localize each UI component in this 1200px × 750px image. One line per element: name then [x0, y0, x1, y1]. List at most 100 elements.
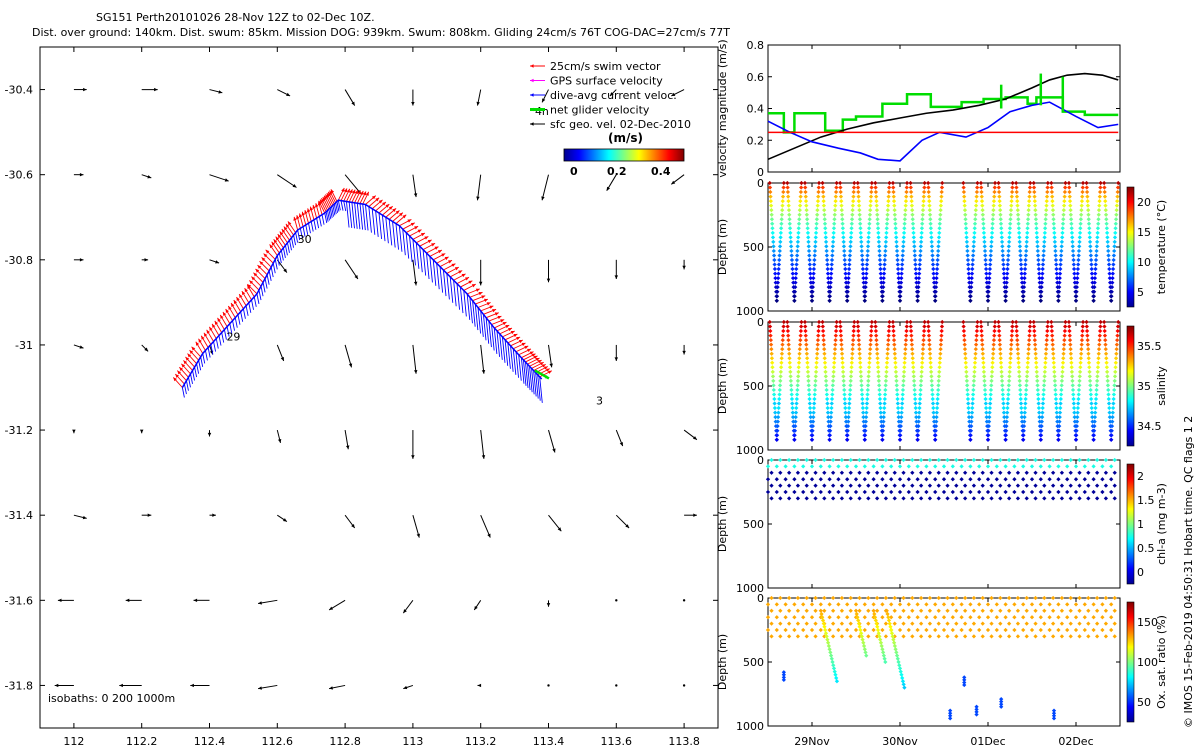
data-point — [774, 477, 779, 482]
data-point — [821, 342, 827, 347]
data-point — [997, 198, 1002, 204]
data-point — [1061, 351, 1066, 356]
dac-vector — [266, 274, 270, 285]
data-point — [1063, 319, 1068, 325]
data-point — [1087, 235, 1092, 240]
geo-arrow-head — [212, 513, 216, 517]
data-point — [1021, 477, 1026, 482]
data-point — [950, 464, 955, 469]
data-point — [804, 595, 809, 601]
data-point — [1003, 437, 1008, 442]
dac-vector — [308, 223, 311, 234]
data-point — [1026, 203, 1032, 208]
data-point — [883, 383, 888, 388]
data-point — [1026, 347, 1031, 352]
data-point — [981, 217, 986, 222]
data-point — [1110, 410, 1115, 415]
data-point — [1052, 369, 1057, 374]
data-point — [1102, 194, 1108, 199]
data-point — [933, 433, 938, 438]
geo-arrow-head — [147, 175, 152, 179]
data-point — [1107, 410, 1112, 415]
data-point — [971, 595, 977, 601]
data-point — [1057, 414, 1062, 420]
data-point — [1033, 496, 1038, 501]
data-point — [829, 410, 834, 415]
data-point — [883, 470, 889, 475]
geo-arrow — [480, 514, 491, 538]
data-point — [804, 208, 809, 213]
data-point — [769, 608, 774, 613]
data-point — [1034, 360, 1039, 365]
swim-vector-head — [304, 210, 308, 215]
data-point — [1074, 433, 1079, 438]
data-point — [769, 351, 774, 356]
data-point — [769, 621, 774, 626]
data-point — [935, 262, 940, 267]
data-point — [836, 464, 841, 469]
data-point — [971, 383, 976, 388]
geo-arrow-head — [477, 683, 482, 688]
data-point — [1017, 383, 1023, 388]
data-point — [999, 239, 1005, 245]
data-point — [839, 342, 844, 347]
data-point — [954, 634, 959, 639]
data-point — [1102, 324, 1107, 329]
data-point — [1068, 595, 1073, 601]
data-point — [1012, 627, 1017, 633]
dac-vector — [496, 330, 501, 357]
data-point — [1115, 324, 1121, 329]
data-point — [864, 410, 869, 415]
data-point — [1071, 257, 1076, 263]
data-point — [911, 226, 916, 231]
data-point — [1057, 410, 1063, 415]
data-point — [896, 275, 901, 281]
data-point — [989, 244, 994, 249]
data-point — [792, 428, 798, 433]
data-point — [1033, 457, 1038, 463]
data-point — [1109, 627, 1114, 633]
data-point — [780, 198, 785, 204]
data-point — [788, 374, 793, 379]
data-point — [841, 374, 846, 379]
data-point — [930, 257, 935, 263]
data-point — [938, 342, 944, 347]
data-point — [1080, 324, 1085, 329]
data-point — [950, 602, 955, 607]
data-point — [941, 615, 947, 620]
swim-vector-head — [362, 191, 366, 196]
data-point — [969, 414, 974, 420]
data-point — [892, 342, 897, 347]
data-point — [812, 396, 817, 402]
data-point — [1050, 470, 1056, 475]
data-point — [994, 615, 999, 620]
data-point — [874, 208, 880, 213]
data-point — [816, 185, 821, 190]
data-point — [847, 396, 852, 402]
data-point — [765, 464, 771, 469]
data-point — [825, 266, 830, 272]
data-point — [873, 319, 878, 325]
data-point — [843, 419, 849, 424]
data-point — [936, 378, 941, 384]
data-point — [1021, 433, 1026, 438]
data-point — [1086, 595, 1091, 601]
data-point — [869, 180, 874, 186]
data-point — [982, 244, 987, 249]
data-point — [829, 271, 834, 276]
data-point — [927, 203, 932, 208]
dac-vector — [533, 370, 537, 397]
data-point — [1068, 208, 1073, 213]
data-point — [1007, 369, 1012, 374]
data-point — [1022, 266, 1028, 272]
data-point — [794, 396, 799, 402]
data-point — [789, 253, 794, 258]
data-point — [1055, 280, 1060, 285]
data-point — [1103, 337, 1108, 343]
data-point — [1036, 396, 1041, 402]
data-point — [1090, 414, 1095, 420]
data-point — [818, 608, 823, 613]
dac-vector — [289, 240, 292, 251]
data-point — [803, 185, 808, 190]
data-point — [818, 464, 823, 469]
